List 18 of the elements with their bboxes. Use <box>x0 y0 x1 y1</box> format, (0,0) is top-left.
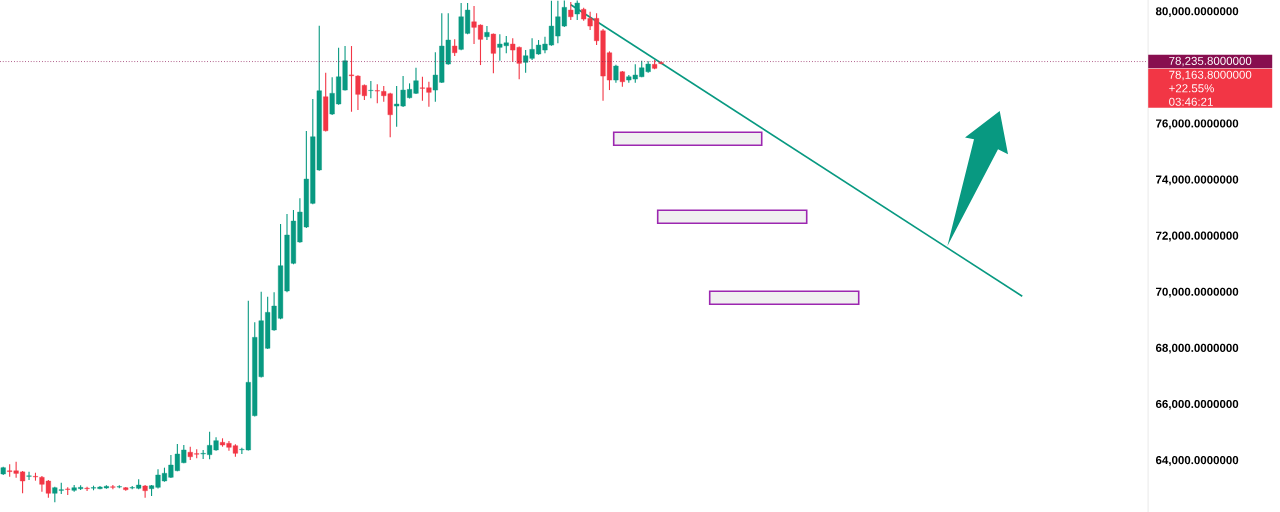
y-tick-label: 80,000.0000000 <box>1155 7 1239 17</box>
text: 03:46:21 <box>1169 97 1213 106</box>
candlestick <box>484 25 490 41</box>
y-tick-label: 70,000.0000000 <box>1156 287 1239 298</box>
y-tick-label: 74,000.0000000 <box>1156 175 1239 186</box>
candlestick <box>142 484 148 499</box>
y-tick-label: 64,000.0000000 <box>1155 456 1239 466</box>
y-tick-label: 66,000.0000000 <box>1155 399 1239 410</box>
y-tick-label: 76,000.0000000 <box>1156 119 1239 130</box>
ref-line-label: 78,235.8000000 <box>1169 56 1252 67</box>
candlestick <box>568 1 574 21</box>
candlestick <box>26 471 32 481</box>
text: +22.55% <box>1169 84 1214 93</box>
text: 78,163.8000000 <box>1169 70 1252 81</box>
candlestick <box>84 486 90 492</box>
candlestick <box>490 32 496 74</box>
y-tick-label: 68,000.0000000 <box>1155 343 1239 354</box>
y-tick-label: 72,000.0000000 <box>1156 231 1239 242</box>
